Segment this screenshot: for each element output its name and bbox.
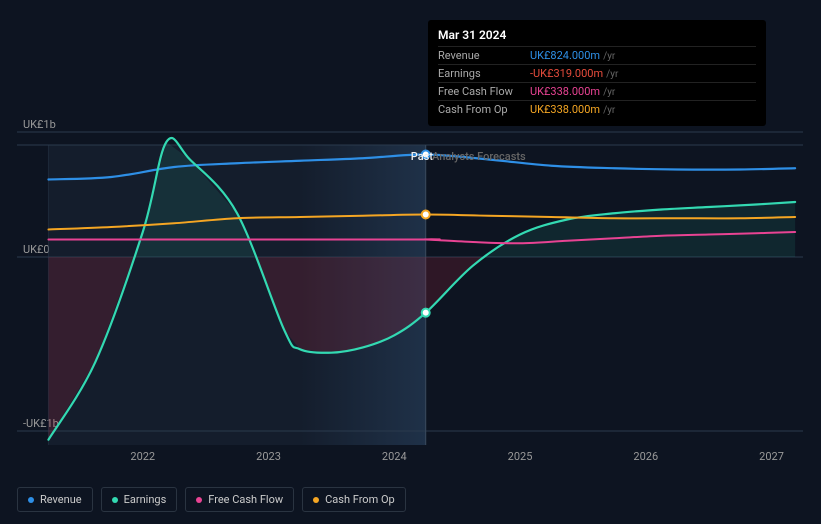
tooltip-unit: /yr bbox=[606, 69, 618, 80]
legend-label: Cash From Op bbox=[325, 493, 395, 506]
tooltip-row: RevenueUK£824.000m/yr bbox=[438, 46, 756, 64]
svg-text:UK£1b: UK£1b bbox=[23, 118, 56, 131]
x-tick: 2026 bbox=[633, 450, 658, 463]
x-tick: 2022 bbox=[130, 450, 155, 463]
tooltip-row: Earnings-UK£319.000m/yr bbox=[438, 64, 756, 82]
tooltip-label: Earnings bbox=[438, 67, 530, 80]
legend-dot-icon bbox=[313, 497, 319, 503]
tooltip-label: Free Cash Flow bbox=[438, 85, 530, 98]
tooltip-unit: /yr bbox=[603, 105, 615, 116]
legend-label: Revenue bbox=[40, 493, 82, 506]
tooltip-unit: /yr bbox=[603, 87, 615, 98]
tooltip: Mar 31 2024 RevenueUK£824.000m/yrEarning… bbox=[428, 20, 766, 126]
legend-item[interactable]: Free Cash Flow bbox=[185, 487, 294, 512]
tooltip-unit: /yr bbox=[603, 51, 615, 62]
x-tick: 2023 bbox=[256, 450, 281, 463]
tooltip-value: UK£338.000m bbox=[530, 85, 600, 98]
tooltip-row: Free Cash FlowUK£338.000m/yr bbox=[438, 82, 756, 100]
section-label-past: Past bbox=[411, 150, 433, 163]
section-label-forecast: Analysts Forecasts bbox=[432, 150, 526, 163]
tooltip-row: Cash From OpUK£338.000m/yr bbox=[438, 100, 756, 118]
svg-text:UK£0: UK£0 bbox=[23, 243, 50, 256]
tooltip-value: UK£824.000m bbox=[530, 49, 600, 62]
tooltip-label: Cash From Op bbox=[438, 103, 530, 116]
tooltip-title: Mar 31 2024 bbox=[438, 28, 756, 42]
legend: Revenue Earnings Free Cash Flow Cash From O… bbox=[17, 487, 406, 512]
legend-label: Earnings bbox=[124, 493, 167, 506]
legend-dot-icon bbox=[196, 497, 202, 503]
legend-item[interactable]: Cash From Op bbox=[302, 487, 406, 512]
x-tick: 2027 bbox=[759, 450, 784, 463]
legend-item[interactable]: Earnings bbox=[101, 487, 178, 512]
legend-dot-icon bbox=[28, 497, 34, 503]
x-tick: 2024 bbox=[382, 450, 407, 463]
legend-label: Free Cash Flow bbox=[208, 493, 283, 506]
tooltip-value: UK£338.000m bbox=[530, 103, 600, 116]
tooltip-label: Revenue bbox=[438, 49, 530, 62]
legend-item[interactable]: Revenue bbox=[17, 487, 93, 512]
legend-dot-icon bbox=[112, 497, 118, 503]
tooltip-value: -UK£319.000m bbox=[530, 67, 603, 80]
x-tick: 2025 bbox=[508, 450, 533, 463]
x-axis: 2022 2023 2024 2025 2026 2027 bbox=[17, 450, 803, 470]
